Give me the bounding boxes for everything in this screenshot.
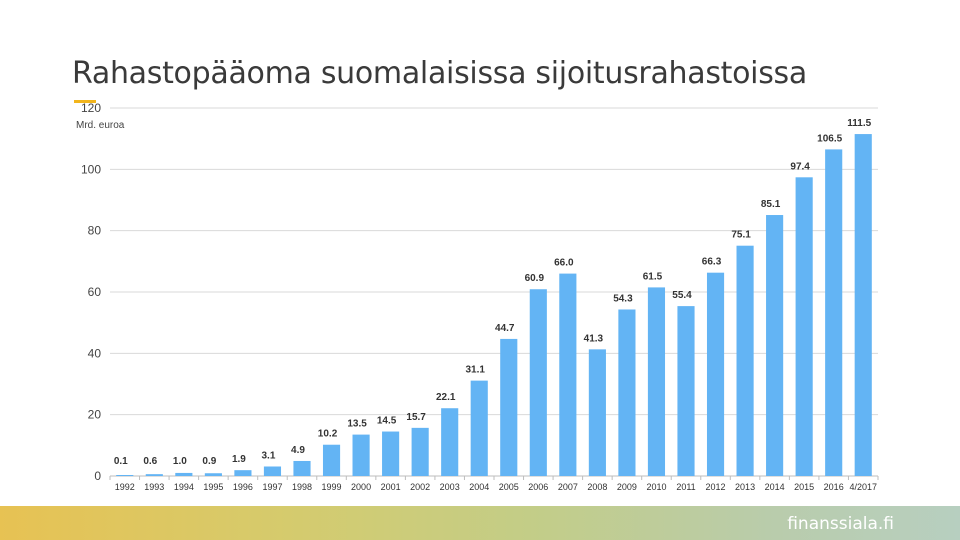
- data-label: 31.1: [465, 365, 485, 376]
- x-tick-label: 2005: [499, 482, 519, 492]
- x-tick-label: 1993: [144, 482, 164, 492]
- data-label: 54.3: [613, 293, 633, 304]
- y-tick-label: 80: [88, 224, 102, 238]
- data-label: 0.9: [202, 456, 216, 467]
- bar: [500, 338, 518, 476]
- y-tick-label: 60: [88, 285, 102, 299]
- bar: [854, 134, 872, 477]
- bar: [293, 460, 311, 476]
- data-label: 66.3: [702, 257, 722, 268]
- footer-band: [0, 506, 960, 540]
- y-tick-label: 0: [94, 469, 101, 483]
- bar: [263, 466, 282, 476]
- bar: [411, 427, 429, 476]
- title-accent-bar: [74, 100, 96, 103]
- x-tick-label: 1995: [203, 482, 223, 492]
- bar: [677, 306, 695, 476]
- data-label: 97.4: [790, 161, 810, 172]
- data-label: 1.9: [232, 454, 246, 465]
- x-tick-label: 1994: [174, 482, 194, 492]
- data-label: 15.7: [406, 412, 426, 423]
- x-tick-label: 2012: [706, 482, 726, 492]
- x-tick-label: 2011: [676, 482, 695, 492]
- data-label: 66.0: [554, 258, 574, 269]
- data-label: 14.5: [377, 416, 397, 427]
- data-label: 1.0: [173, 456, 187, 467]
- data-label: 22.1: [436, 392, 456, 403]
- y-tick-label: 40: [88, 346, 102, 360]
- bar: [706, 272, 725, 476]
- x-tick-label: 2001: [381, 482, 401, 492]
- x-tick-label: 2006: [528, 482, 548, 492]
- bar: [588, 349, 606, 476]
- bar: [795, 177, 813, 476]
- bar: [116, 475, 134, 476]
- bar: [322, 444, 341, 476]
- data-label: 75.1: [731, 230, 751, 241]
- y-tick-label: 20: [88, 408, 102, 422]
- x-tick-label: 1992: [115, 482, 135, 492]
- x-tick-label: 1999: [322, 482, 342, 492]
- bar: [382, 431, 400, 476]
- y-tick-label: 120: [81, 101, 101, 115]
- page-title: Rahastopääoma suomalaisissa sijoitusraha…: [72, 56, 807, 91]
- x-tick-label: 2010: [646, 482, 666, 492]
- x-tick-label: 2008: [587, 482, 607, 492]
- bar: [470, 380, 488, 476]
- bar: [766, 215, 784, 476]
- brand-wordmark: finanssiala.fi: [787, 514, 894, 534]
- x-tick-label: 2003: [440, 482, 460, 492]
- data-label: 3.1: [262, 450, 276, 461]
- data-label: 60.9: [525, 273, 545, 284]
- x-tick-label: 2014: [765, 482, 785, 492]
- bar: [559, 273, 577, 476]
- data-label: 41.3: [584, 333, 604, 344]
- bar: [736, 245, 754, 476]
- x-tick-label: 1997: [262, 482, 282, 492]
- x-tick-label: 2007: [558, 482, 578, 492]
- data-label: 13.5: [347, 419, 367, 430]
- x-tick-label: 1998: [292, 482, 312, 492]
- bar: [618, 309, 636, 476]
- bar: [441, 408, 459, 476]
- bar: [529, 289, 547, 476]
- bar: [145, 474, 163, 476]
- x-tick-label: 2000: [351, 482, 371, 492]
- data-label: 0.1: [114, 456, 128, 467]
- data-label: 106.5: [817, 133, 842, 144]
- data-label: 55.4: [672, 290, 692, 301]
- y-axis-unit-label: Mrd. euroa: [76, 120, 125, 131]
- bar: [352, 434, 370, 476]
- data-label: 44.7: [495, 323, 515, 334]
- bar-chart: 0 20 40 60 80 100 120 0.1 1992 0.6 1993 1.0 1994 0.9 1…: [81, 101, 879, 492]
- data-label: 111.5: [847, 118, 871, 129]
- data-label: 85.1: [761, 199, 781, 210]
- x-tick-label: 2009: [617, 482, 637, 492]
- x-tick-label: 2002: [410, 482, 430, 492]
- bar: [234, 470, 252, 476]
- data-label: 61.5: [643, 271, 663, 282]
- x-tick-label: 2013: [735, 482, 755, 492]
- bar: [175, 472, 193, 476]
- x-tick-label: 2004: [469, 482, 489, 492]
- data-label: 4.9: [291, 445, 305, 456]
- x-tick-label: 2015: [794, 482, 814, 492]
- bar: [825, 149, 843, 476]
- y-tick-label: 100: [81, 162, 101, 176]
- x-tick-label: 4/2017: [849, 482, 877, 492]
- x-tick-label: 1996: [233, 482, 253, 492]
- bar: [204, 473, 222, 476]
- bar: [647, 287, 666, 476]
- data-label: 0.6: [143, 456, 157, 467]
- x-tick-label: 2016: [824, 482, 844, 492]
- data-label: 10.2: [318, 429, 338, 440]
